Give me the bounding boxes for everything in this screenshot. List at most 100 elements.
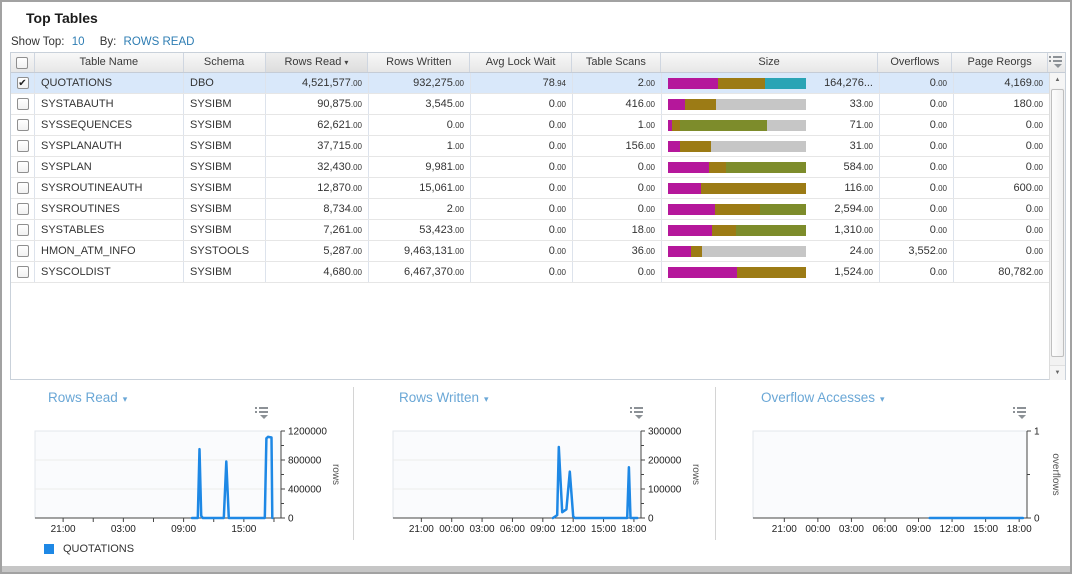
cell-schema: SYSIBM [184,115,266,135]
header-table-scans[interactable]: Table Scans [572,53,661,72]
cell-size: 33.00 [662,94,880,114]
header-page-reorgs[interactable]: Page Reorgs [952,53,1049,72]
svg-text:0: 0 [1034,514,1040,525]
cell-table-scans: 1.00 [573,115,662,135]
size-stacked-bar [668,161,806,173]
cell-rows-read: 5,287.00 [266,241,369,261]
table-row[interactable]: SYSPLAN SYSIBM 32,430.00 9,981.00 0.00 0.00 58… [11,157,1065,178]
cell-table-name: HMON_ATM_INFO [35,241,184,261]
svg-text:21:00: 21:00 [772,524,797,535]
overflow-accesses-chart-title[interactable]: Overflow Accesses ▾ [761,390,885,405]
cell-page-reorgs: 0.00 [954,157,1050,177]
header-size[interactable]: Size [661,53,879,72]
cell-table-scans: 2.00 [573,73,662,93]
cell-avg-lock-wait: 0.00 [471,199,573,219]
cell-avg-lock-wait: 0.00 [471,157,573,177]
legend-label: QUOTATIONS [63,543,135,555]
cell-table-scans: 0.00 [573,199,662,219]
cell-table-scans: 0.00 [573,262,662,282]
svg-text:21:00: 21:00 [51,524,76,535]
row-checkbox[interactable] [16,119,29,131]
header-avg-lock-wait[interactable]: Avg Lock Wait [470,53,572,72]
table-row[interactable]: SYSROUTINEAUTH SYSIBM 12,870.00 15,061.00 0.… [11,178,1065,199]
rows-written-chart-panel: Rows Written ▾ 21:00 00:00 03:00 06:00 09:00 1… [353,387,715,567]
cell-avg-lock-wait: 0.00 [471,262,573,282]
header-table-name[interactable]: Table Name [35,53,184,72]
table-row[interactable]: SYSTABAUTH SYSIBM 90,875.00 3,545.00 0.00 416… [11,94,1065,115]
size-value: 2,594.00 [834,202,873,215]
chart-menu-icon[interactable] [1013,407,1028,421]
svg-text:21:00: 21:00 [409,524,434,535]
svg-text:300000: 300000 [648,427,682,438]
rows-read-chart-title[interactable]: Rows Read ▾ [48,390,128,405]
cell-table-name: SYSPLAN [35,157,184,177]
table-row[interactable]: HMON_ATM_INFO SYSTOOLS 5,287.00 9,463,131.0… [11,241,1065,262]
cell-page-reorgs: 0.00 [954,241,1050,261]
cell-size: 584.00 [662,157,880,177]
chart-menu-icon[interactable] [255,407,270,421]
row-checkbox[interactable] [16,224,29,236]
row-checkbox[interactable] [16,182,29,194]
svg-text:12:00: 12:00 [940,524,965,535]
size-value: 164,276... [824,77,873,89]
table-row[interactable]: SYSSEQUENCES SYSIBM 62,621.00 0.00 0.00 1.00 7… [11,115,1065,136]
column-chooser-icon[interactable] [1049,55,1064,70]
cell-overflows: 0.00 [880,136,954,156]
row-checkbox-cell [11,136,35,156]
rows-written-chart-title[interactable]: Rows Written ▾ [399,390,489,405]
column-chooser-cell[interactable] [1048,53,1065,72]
row-checkbox-cell [11,241,35,261]
table-row[interactable]: SYSTABLES SYSIBM 7,261.00 53,423.00 0.00 18.0… [11,220,1065,241]
chart-divider-1 [353,387,354,540]
scroll-down-button[interactable]: ▼ [1050,365,1065,380]
size-stacked-bar [668,98,806,110]
row-checkbox[interactable] [16,98,29,110]
svg-text:00:00: 00:00 [439,524,464,535]
by-value-link[interactable]: ROWS READ [123,36,195,48]
cell-avg-lock-wait: 0.00 [471,115,573,135]
size-value: 116.00 [844,181,873,194]
dropdown-icon: ▾ [880,394,885,404]
cell-overflows: 0.00 [880,73,954,93]
chart-legend: QUOTATIONS [44,543,134,555]
svg-text:15:00: 15:00 [231,524,256,535]
cell-schema: SYSIBM [184,94,266,114]
cell-avg-lock-wait: 78.94 [471,73,573,93]
header-rows-read[interactable]: Rows Read ▾ [265,53,369,72]
cell-table-name: SYSTABLES [35,220,184,240]
cell-avg-lock-wait: 0.00 [471,220,573,240]
table-row[interactable]: SYSCOLDIST SYSIBM 4,680.00 6,467,370.00 0.00… [11,262,1065,283]
cell-page-reorgs: 0.00 [954,199,1050,219]
scrollbar-thumb[interactable] [1051,89,1064,357]
table-row[interactable]: SYSROUTINES SYSIBM 8,734.00 2.00 0.00 0.00 2,5… [11,199,1065,220]
row-checkbox[interactable]: ✔ [16,77,29,89]
header-overflows[interactable]: Overflows [878,53,953,72]
vertical-scrollbar[interactable]: ▲ ▼ [1049,73,1065,380]
cell-rows-read: 12,870.00 [266,178,369,198]
row-checkbox[interactable] [16,161,29,173]
table-row[interactable]: SYSPLANAUTH SYSIBM 37,715.00 1.00 0.00 156.00… [11,136,1065,157]
scroll-up-button[interactable]: ▲ [1050,73,1065,88]
header-schema[interactable]: Schema [184,53,266,72]
table-row[interactable]: ✔ QUOTATIONS DBO 4,521,577.00 932,275.00 78.9… [11,73,1065,94]
select-all-checkbox[interactable] [16,56,29,69]
row-checkbox[interactable] [16,266,29,278]
svg-text:06:00: 06:00 [872,524,897,535]
grid-body: ✔ QUOTATIONS DBO 4,521,577.00 932,275.00 78.9… [11,73,1065,283]
cell-table-scans: 36.00 [573,241,662,261]
select-all-header-cell[interactable] [11,53,35,72]
row-checkbox-cell [11,262,35,282]
show-top-value-link[interactable]: 10 [71,36,85,48]
svg-text:200000: 200000 [648,456,682,467]
chart-menu-icon[interactable] [630,407,645,421]
svg-text:1: 1 [1034,427,1040,438]
row-checkbox-cell [11,157,35,177]
header-rows-written[interactable]: Rows Written [368,53,471,72]
cell-schema: SYSIBM [184,199,266,219]
svg-text:100000: 100000 [648,485,682,496]
row-checkbox[interactable] [16,140,29,152]
dropdown-icon: ▾ [484,394,489,404]
cell-rows-written: 2.00 [369,199,471,219]
row-checkbox[interactable] [16,203,29,215]
row-checkbox[interactable] [16,245,29,257]
